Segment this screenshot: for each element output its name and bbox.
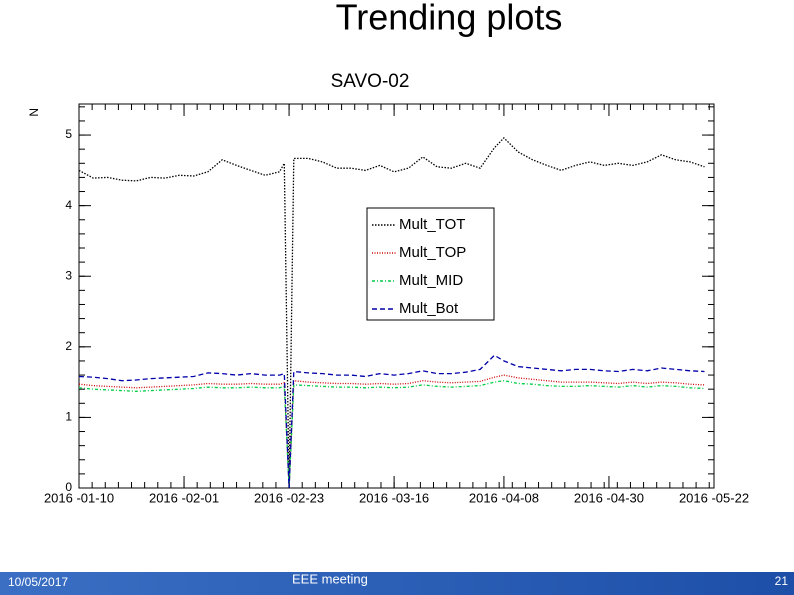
x-tick-label: 2016 -04-30 xyxy=(574,490,644,505)
x-tick-label: 2016 -05-22 xyxy=(679,490,749,505)
y-tick-label: 1 xyxy=(65,410,72,424)
legend-label: Mult_TOP xyxy=(399,244,466,261)
series-line xyxy=(78,380,705,489)
legend-box xyxy=(366,207,495,321)
chart-title: SAVO-02 xyxy=(331,71,410,92)
y-tick-label: 5 xyxy=(65,127,72,141)
footer-date: 10/05/2017 xyxy=(8,575,68,589)
slide-title: Trending plots xyxy=(336,0,563,38)
footer-bar xyxy=(0,572,794,595)
legend-label: Mult_Bot xyxy=(399,300,459,317)
y-tick-label: 3 xyxy=(65,268,72,282)
legend-label: Mult_TOT xyxy=(399,216,465,233)
series-line xyxy=(78,354,705,489)
y-tick-label: 2 xyxy=(65,339,72,353)
y-tick-label: 4 xyxy=(65,198,72,212)
x-tick-label: 2016 -03-16 xyxy=(359,490,429,505)
x-tick-label: 2016 -01-10 xyxy=(44,490,114,505)
series-line xyxy=(78,374,705,489)
series-line xyxy=(78,136,705,489)
x-tick-label: 2016 -02-01 xyxy=(149,490,219,505)
legend-label: Mult_MID xyxy=(399,272,463,289)
plot-frame xyxy=(78,103,715,489)
x-tick-label: 2016 -02-23 xyxy=(254,490,324,505)
y-axis-label: N xyxy=(27,108,41,117)
footer-event: EEE meeting xyxy=(292,571,368,586)
footer-page: 21 xyxy=(775,574,789,588)
x-tick-label: 2016 -04-08 xyxy=(469,490,539,505)
y-tick-label: 0 xyxy=(65,480,72,494)
